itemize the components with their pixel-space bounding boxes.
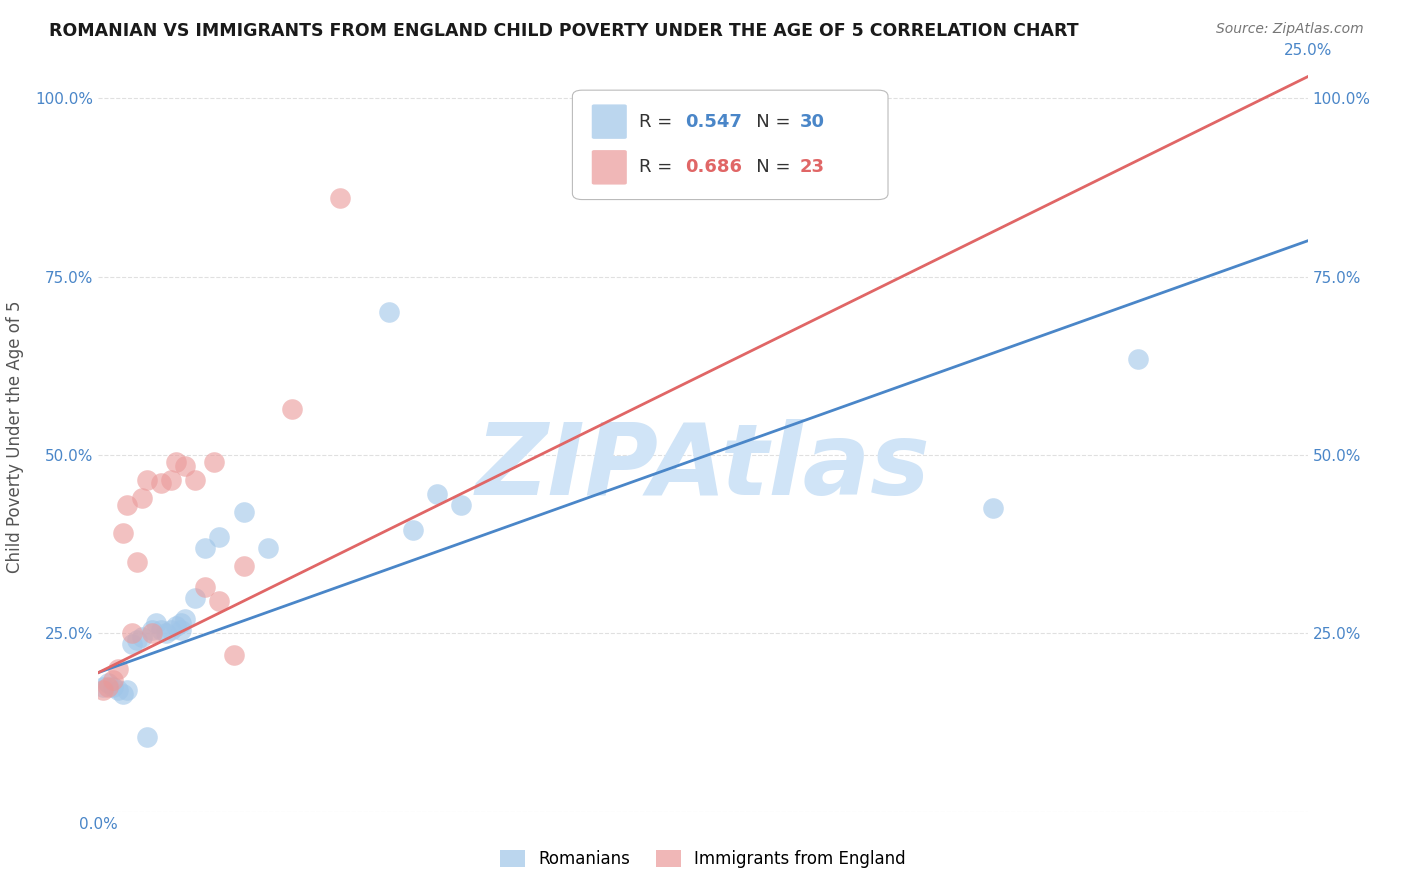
- Point: [184, 473, 207, 487]
- Point: [91, 683, 114, 698]
- Point: [131, 491, 153, 505]
- Legend: Romanians, Immigrants from England: Romanians, Immigrants from England: [494, 843, 912, 875]
- Text: 23: 23: [800, 159, 825, 177]
- Text: Source: ZipAtlas.com: Source: ZipAtlas.com: [1216, 22, 1364, 37]
- Point: [165, 455, 187, 469]
- Point: [160, 473, 183, 487]
- Point: [232, 505, 254, 519]
- Point: [150, 623, 173, 637]
- Point: [184, 591, 207, 605]
- Point: [117, 683, 139, 698]
- Point: [117, 498, 139, 512]
- Point: [256, 541, 278, 555]
- Text: 0.686: 0.686: [685, 159, 742, 177]
- Point: [141, 626, 163, 640]
- Point: [121, 626, 143, 640]
- Point: [208, 594, 231, 608]
- Text: N =: N =: [740, 159, 797, 177]
- Point: [222, 648, 245, 662]
- Point: [97, 676, 120, 690]
- Point: [101, 673, 124, 687]
- Point: [101, 680, 124, 694]
- Point: [194, 580, 217, 594]
- Text: N =: N =: [740, 112, 797, 130]
- Point: [204, 455, 226, 469]
- Text: R =: R =: [638, 112, 678, 130]
- Point: [169, 615, 191, 630]
- Text: ROMANIAN VS IMMIGRANTS FROM ENGLAND CHILD POVERTY UNDER THE AGE OF 5 CORRELATION: ROMANIAN VS IMMIGRANTS FROM ENGLAND CHIL…: [49, 22, 1078, 40]
- Y-axis label: Child Poverty Under the Age of 5: Child Poverty Under the Age of 5: [7, 301, 24, 574]
- Point: [127, 633, 149, 648]
- Point: [135, 473, 157, 487]
- Point: [150, 476, 173, 491]
- Point: [232, 558, 254, 573]
- Point: [155, 626, 177, 640]
- Point: [111, 526, 134, 541]
- FancyBboxPatch shape: [592, 104, 627, 139]
- Point: [141, 623, 163, 637]
- Point: [107, 662, 129, 676]
- Point: [426, 487, 449, 501]
- Point: [145, 615, 167, 630]
- Point: [107, 683, 129, 698]
- Text: ZIPAtlas: ZIPAtlas: [475, 418, 931, 516]
- Point: [160, 623, 183, 637]
- Point: [165, 619, 187, 633]
- Point: [174, 458, 197, 473]
- Point: [329, 191, 352, 205]
- Point: [981, 501, 1004, 516]
- Point: [169, 623, 191, 637]
- Point: [135, 730, 157, 744]
- Point: [194, 541, 217, 555]
- Text: 30: 30: [800, 112, 825, 130]
- FancyBboxPatch shape: [592, 150, 627, 185]
- Point: [402, 523, 425, 537]
- Point: [281, 401, 304, 416]
- Text: R =: R =: [638, 159, 678, 177]
- Point: [450, 498, 472, 512]
- Point: [1128, 351, 1150, 366]
- Point: [131, 630, 153, 644]
- FancyBboxPatch shape: [572, 90, 889, 200]
- Point: [121, 637, 143, 651]
- Point: [208, 530, 231, 544]
- Point: [91, 680, 114, 694]
- Point: [127, 555, 149, 569]
- Point: [111, 687, 134, 701]
- Point: [377, 305, 399, 319]
- Point: [97, 680, 120, 694]
- Point: [174, 612, 197, 626]
- Text: 0.547: 0.547: [685, 112, 742, 130]
